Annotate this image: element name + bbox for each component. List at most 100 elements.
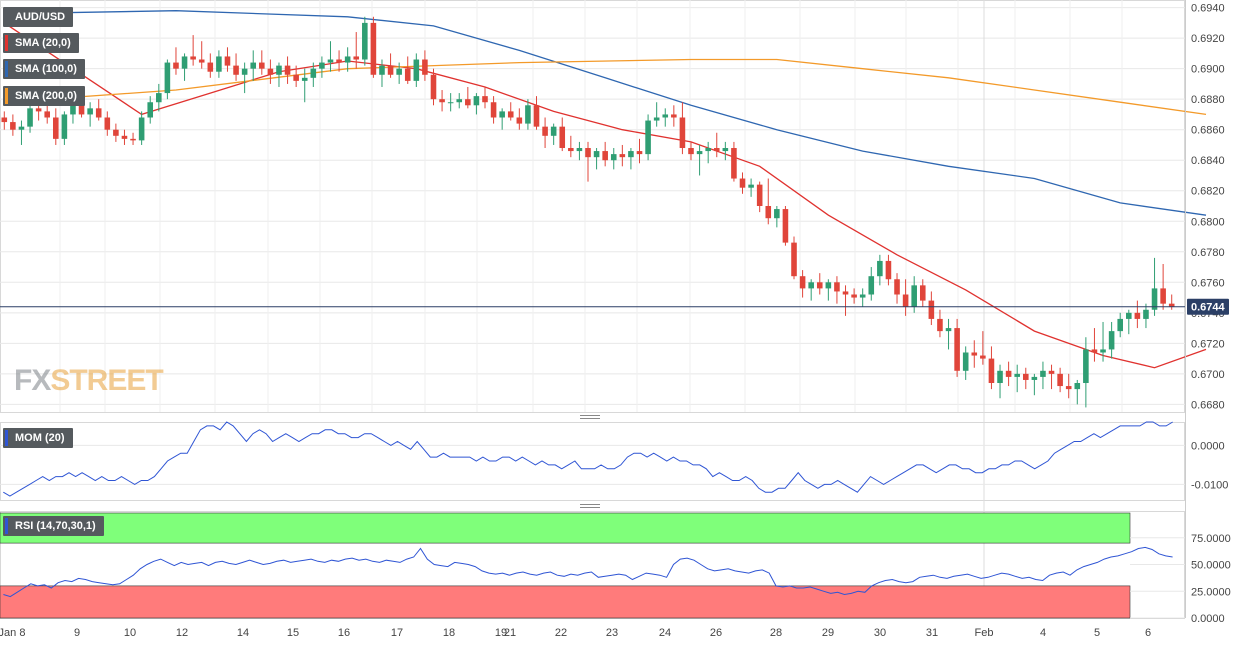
- candle-body: [911, 285, 917, 307]
- candle-body: [868, 276, 875, 295]
- candle-body: [327, 59, 334, 63]
- x-tick-label: 15: [287, 627, 299, 639]
- candle-body: [971, 352, 978, 356]
- candle-body: [396, 68, 402, 75]
- candle-body: [499, 111, 505, 118]
- price-tick-label: 0.6760: [1191, 277, 1225, 289]
- mom-tick-label: 0.0000: [1191, 440, 1225, 452]
- price-tick-label: 0.6680: [1191, 399, 1225, 411]
- x-tick-label: 19: [495, 627, 507, 639]
- candle-body: [198, 59, 205, 63]
- candle-body: [113, 129, 119, 136]
- candle-body: [173, 62, 179, 69]
- candle-body: [35, 108, 42, 112]
- legend-sma-100: SMA (100,0): [3, 59, 85, 79]
- logo-part-street: STREET: [50, 364, 163, 397]
- candle-body: [791, 242, 797, 277]
- price-tick-label: 0.6940: [1191, 3, 1225, 15]
- candle-body: [130, 138, 136, 141]
- candle-body: [439, 99, 445, 103]
- candle-body: [362, 22, 368, 60]
- candle-body: [1125, 312, 1132, 319]
- candle-body: [671, 114, 677, 118]
- legend-rsi: RSI (14,70,30,1): [3, 516, 104, 536]
- sma-line: [4, 58, 1207, 116]
- candle-body: [593, 151, 600, 158]
- candle-body: [164, 62, 171, 94]
- candle-body: [276, 65, 282, 75]
- candle-body: [799, 276, 806, 289]
- candle-body: [928, 300, 935, 319]
- candle-body: [765, 206, 772, 219]
- x-tick-label: 9: [74, 627, 80, 639]
- candle-body: [336, 59, 342, 63]
- candle-body: [447, 102, 454, 104]
- candle-body: [147, 102, 154, 118]
- candle-body: [138, 117, 145, 141]
- legend-mom: MOM (20): [3, 428, 73, 448]
- candle-body: [70, 105, 76, 115]
- legend-sma-200: SMA (200,0): [3, 86, 85, 106]
- legend-swatch: [5, 88, 8, 104]
- last-price-label: 0.6744: [1191, 302, 1226, 314]
- candle-body: [842, 291, 849, 295]
- fxstreet-logo: FXSTREET: [14, 364, 164, 398]
- candle-body: [679, 117, 686, 149]
- legend-swatch: [5, 61, 8, 77]
- candle-body: [585, 148, 591, 158]
- splitter-grip: [580, 507, 600, 508]
- candle-body: [885, 260, 892, 280]
- candle-body: [27, 108, 33, 127]
- candle-body: [1160, 288, 1166, 304]
- candle-body: [1022, 373, 1029, 380]
- candle-body: [533, 105, 540, 127]
- last-price-tag: [1187, 298, 1229, 315]
- candle-body: [1143, 309, 1149, 319]
- candle-body: [250, 62, 257, 69]
- candle-body: [181, 56, 188, 69]
- logo-part-fx: FX: [14, 364, 51, 397]
- sma-line: [3, 22, 1207, 369]
- candle-body: [997, 370, 1003, 384]
- price-tick-label: 0.6720: [1191, 338, 1225, 350]
- candle-body: [53, 117, 59, 139]
- candle-body: [207, 62, 214, 72]
- candle-body: [816, 282, 823, 289]
- candle-body: [525, 105, 531, 124]
- candle-body: [774, 209, 780, 219]
- x-tick-label: 18: [443, 627, 455, 639]
- sma-line: [4, 10, 1207, 216]
- x-tick-label: 22: [555, 627, 567, 639]
- candle-body: [877, 260, 883, 277]
- candle-body: [851, 294, 857, 298]
- x-tick-label: 6: [1145, 627, 1151, 639]
- candle-body: [688, 148, 694, 155]
- rsi-tick-label: 25.0000: [1191, 586, 1231, 598]
- candle-body: [705, 148, 711, 152]
- candle-body: [430, 74, 437, 100]
- candle-body: [18, 126, 25, 130]
- candle-body: [542, 126, 548, 136]
- candle-body: [559, 126, 566, 149]
- candle-body: [1048, 370, 1055, 374]
- candle-body: [988, 358, 995, 384]
- candle-body: [78, 105, 85, 115]
- candle-body: [10, 122, 16, 130]
- candle-body: [713, 148, 720, 152]
- candle-body: [224, 56, 231, 66]
- candle-body: [516, 117, 523, 124]
- price-tick-label: 0.6920: [1191, 33, 1225, 45]
- candle-body: [1074, 383, 1081, 390]
- candle-body: [319, 62, 325, 69]
- candle-body: [980, 355, 986, 359]
- candle-body: [387, 65, 394, 75]
- x-tick-label: 24: [659, 627, 671, 639]
- candle-body: [550, 126, 557, 136]
- x-tick-label: 31: [926, 627, 938, 639]
- candle-body: [267, 68, 274, 75]
- candle-body: [473, 96, 480, 106]
- mom-line: [3, 421, 1173, 497]
- price-tick-label: 0.6860: [1191, 125, 1225, 137]
- legend-label: RSI (14,70,30,1): [15, 520, 96, 532]
